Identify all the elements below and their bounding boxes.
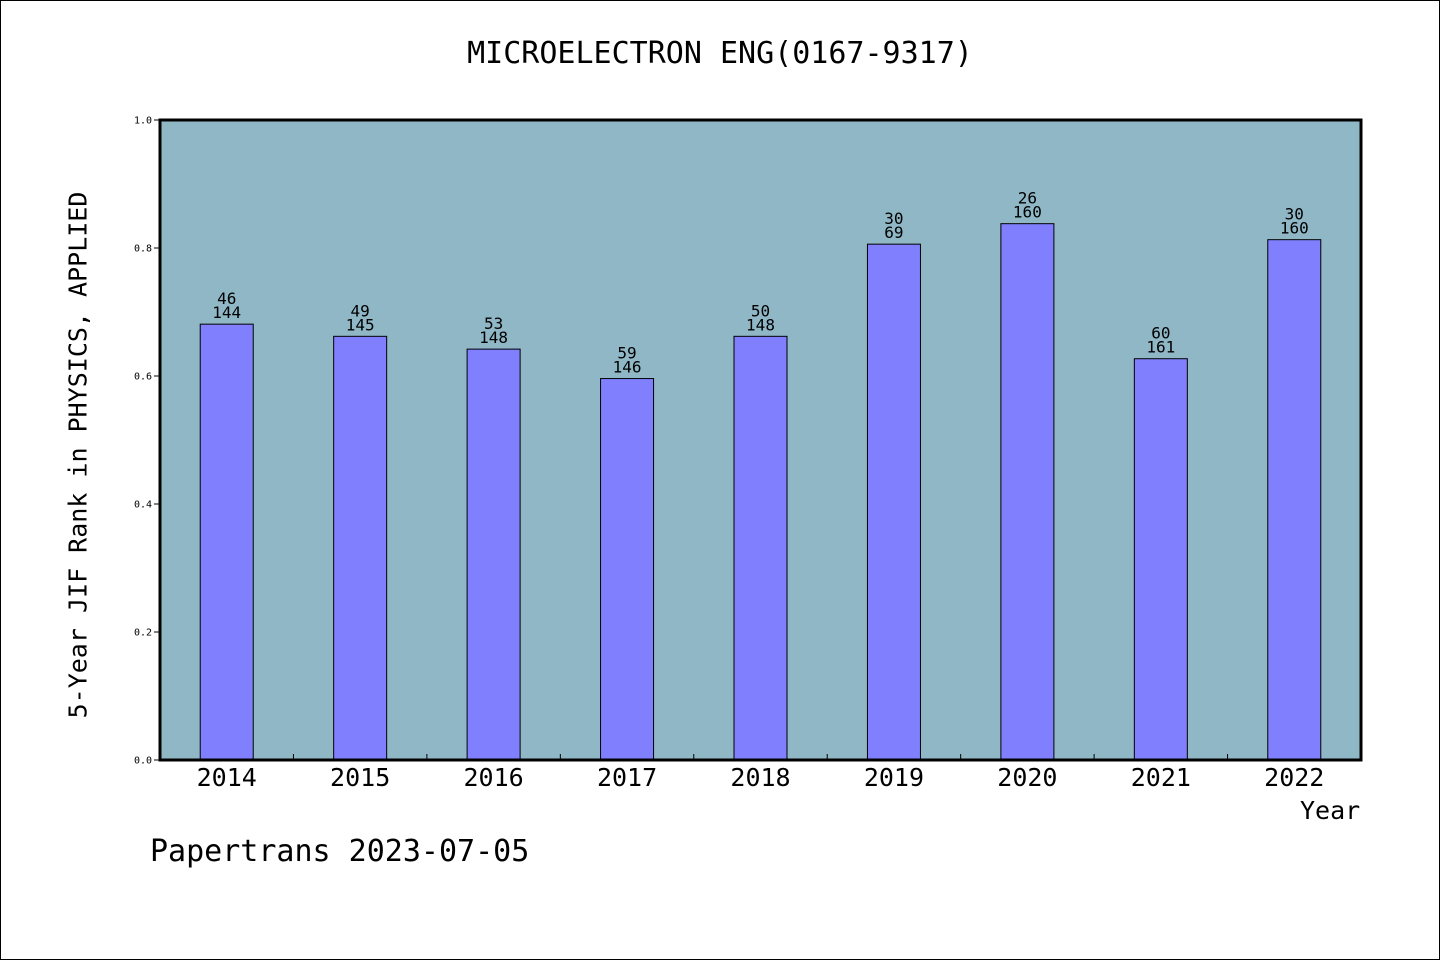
bar-2015 bbox=[333, 335, 388, 761]
bar-label-total: 144 bbox=[212, 303, 241, 322]
bar-label-total: 148 bbox=[479, 328, 508, 347]
bar-label-total: 145 bbox=[346, 315, 375, 334]
bar-label-total: 69 bbox=[884, 223, 903, 242]
bar-2018 bbox=[733, 335, 788, 761]
y-tick-label: 0.6 bbox=[134, 372, 152, 383]
chart-title: MICROELECTRON ENG(0167-9317) bbox=[467, 36, 973, 71]
x-axis-ticks: 2014 2015 2016 2017 2018 2019 2020 2021 2022 bbox=[197, 754, 1324, 792]
bar-label-total: 161 bbox=[1146, 338, 1175, 357]
bar-2016 bbox=[466, 348, 521, 761]
y-tick-label: 0.8 bbox=[134, 244, 152, 255]
bar-2021 bbox=[1133, 358, 1188, 761]
bar-label-total: 160 bbox=[1013, 203, 1042, 222]
y-tick-label: 0.0 bbox=[134, 756, 152, 767]
y-axis-ticks: 0.0 0.2 0.4 0.6 0.8 1.0 bbox=[134, 116, 160, 767]
y-tick-label: 0.4 bbox=[134, 500, 152, 511]
bar-label-rank: 49 bbox=[351, 301, 370, 320]
bar-2019 bbox=[866, 243, 921, 761]
bar-2017 bbox=[600, 378, 655, 761]
x-axis-label: Year bbox=[1300, 796, 1361, 825]
bar-2022 bbox=[1267, 239, 1322, 761]
x-tick-label: 2014 bbox=[197, 763, 257, 792]
x-tick-label: 2019 bbox=[864, 763, 924, 792]
x-tick-label: 2022 bbox=[1264, 763, 1324, 792]
bar-label-total: 160 bbox=[1280, 219, 1309, 238]
bar-label-rank: 30 bbox=[1285, 205, 1304, 224]
x-tick-label: 2015 bbox=[330, 763, 390, 792]
bar-label-total: 146 bbox=[613, 358, 642, 377]
y-axis-label: 5-Year JIF Rank in PHYSICS, APPLIED bbox=[63, 191, 93, 719]
x-tick-label: 2021 bbox=[1131, 763, 1191, 792]
x-tick-label: 2018 bbox=[730, 763, 790, 792]
bar-label-rank: 46 bbox=[217, 289, 236, 308]
x-tick-label: 2020 bbox=[997, 763, 1057, 792]
x-tick-label: 2016 bbox=[464, 763, 524, 792]
bar-label-total: 148 bbox=[746, 315, 775, 334]
bar-2020 bbox=[1000, 223, 1055, 761]
bar-label-rank: 26 bbox=[1018, 189, 1037, 208]
footer-text: Papertrans 2023-07-05 bbox=[150, 834, 530, 869]
bar-label-rank: 59 bbox=[617, 344, 636, 363]
x-tick-label: 2017 bbox=[597, 763, 657, 792]
bar-label-rank: 30 bbox=[884, 209, 903, 228]
bar-label-rank: 50 bbox=[751, 301, 770, 320]
bar-label-rank: 60 bbox=[1151, 324, 1170, 343]
plot-border bbox=[158, 118, 1363, 762]
y-tick-label: 0.2 bbox=[134, 628, 152, 639]
y-tick-label: 1.0 bbox=[134, 116, 152, 127]
bar-2014 bbox=[199, 323, 254, 761]
bar-label-rank: 53 bbox=[484, 314, 503, 333]
